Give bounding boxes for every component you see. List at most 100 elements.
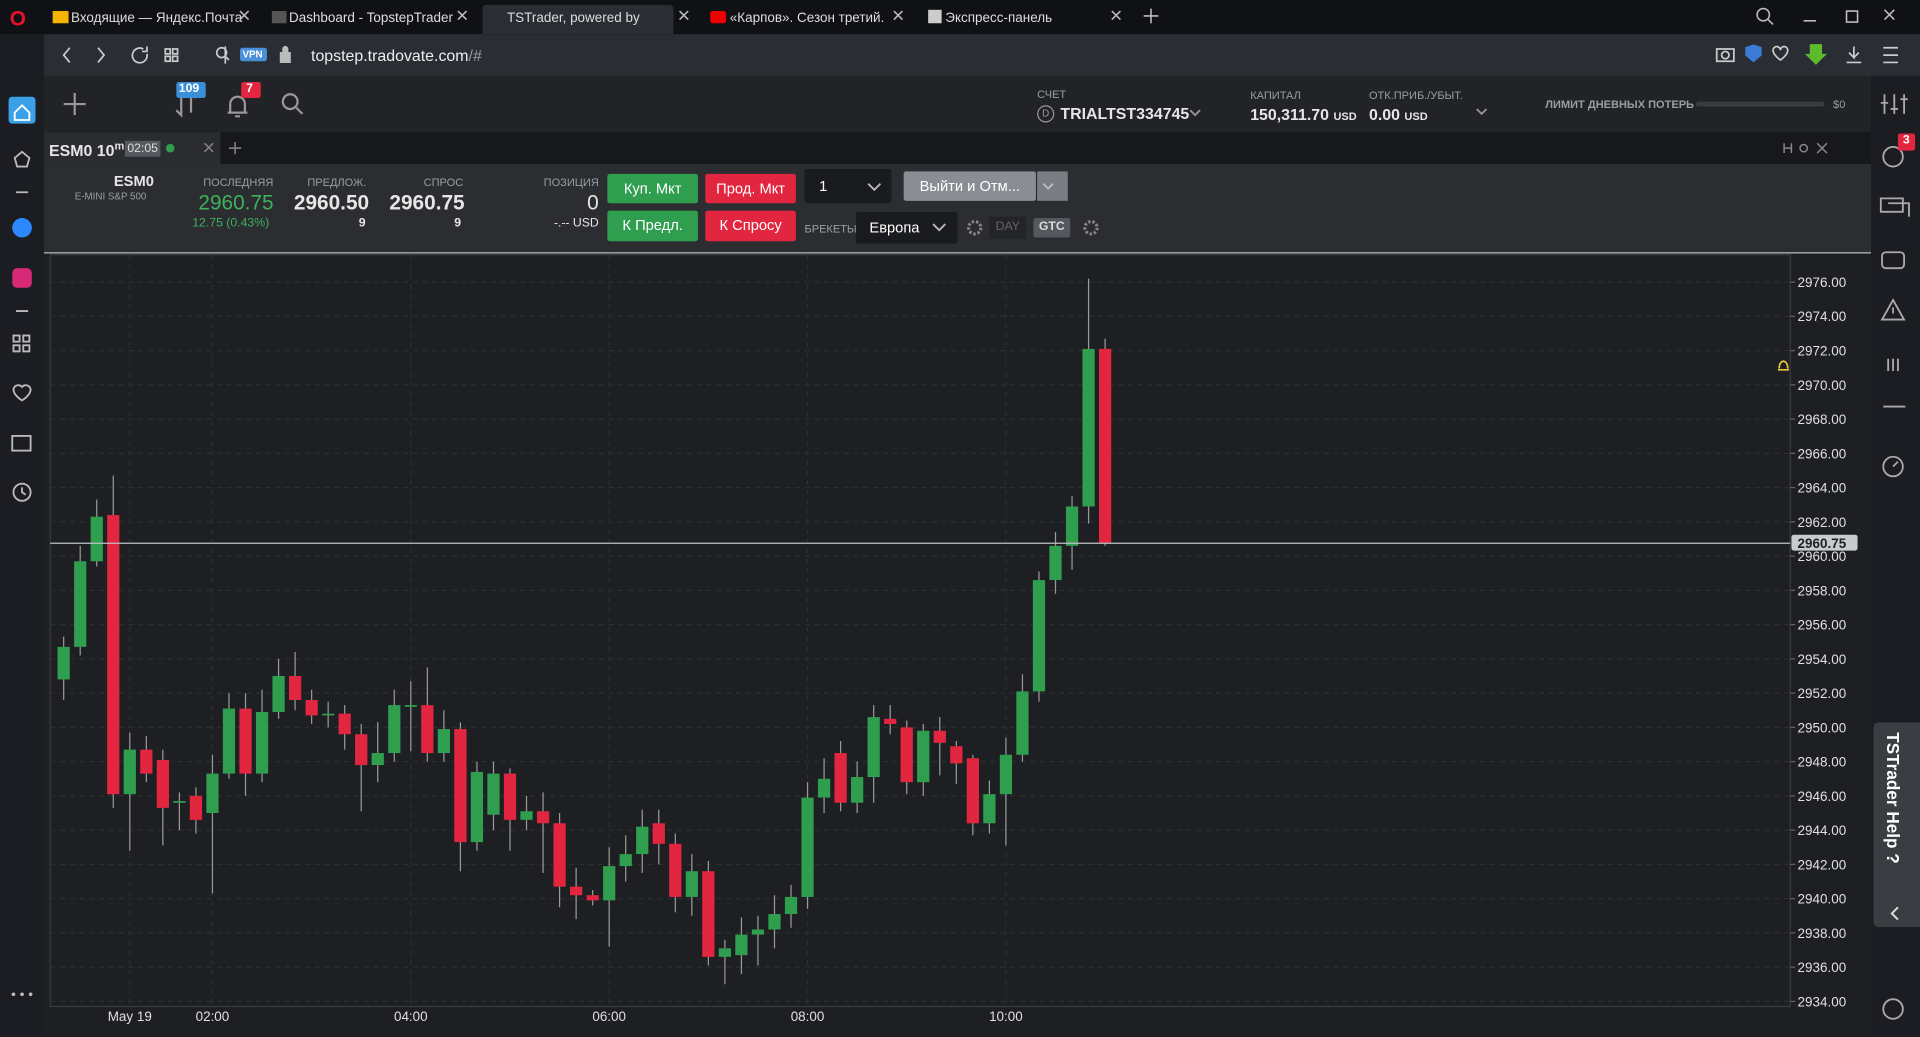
capital-currency: USD (1333, 110, 1357, 123)
candle-body (371, 753, 384, 766)
nav-icons (62, 44, 1898, 65)
candle-body (1032, 580, 1046, 692)
loss-limit-label: ЛИМИТ ДНЕВНЫХ ПОТЕРЬ (1545, 97, 1694, 111)
candle-body (702, 871, 715, 957)
y-tick-label: 2956.00 (1798, 618, 1847, 633)
address-bar (44, 34, 1920, 76)
y-tick-label: 2964.00 (1798, 481, 1847, 496)
candle-body (966, 758, 979, 824)
candle-body (1098, 348, 1112, 544)
y-tick-label: 2968.00 (1798, 412, 1847, 427)
loss-limit: $0 (1833, 97, 1846, 111)
account-icon: D (1037, 105, 1055, 123)
exit-cancel-menu[interactable] (1037, 171, 1068, 201)
chart-tab-time: 02:05 (124, 140, 161, 157)
y-tick-label: 2942.00 (1798, 857, 1847, 872)
transfers-badge[interactable]: 109 (178, 82, 200, 96)
candle-body (454, 729, 467, 843)
position-label: ПОЗИЦИЯ (543, 176, 599, 189)
candle-body (421, 705, 434, 754)
exit-cancel-button[interactable]: Выйти и Отм... (903, 171, 1036, 201)
toolbar-icons (63, 82, 304, 118)
last-price-box (1791, 534, 1858, 551)
candle-body (206, 773, 219, 814)
pnl-currency: USD (1404, 110, 1428, 123)
candle-body (1065, 506, 1079, 546)
join-ask-button[interactable]: К Спросу (705, 210, 796, 242)
pnl-value: 0.00 (1368, 105, 1400, 124)
candle-body (437, 729, 451, 754)
symbol-description: E-MINI S&P 500 (74, 191, 147, 203)
pnl: 0.00 USD (1369, 105, 1428, 123)
candle-body (470, 771, 484, 843)
candle-body (487, 773, 500, 815)
alerts-badge[interactable]: 7 (246, 82, 253, 96)
candle-body (735, 934, 748, 956)
candle-body (619, 854, 632, 867)
candle-body (652, 823, 665, 844)
candle-body (768, 914, 781, 930)
account[interactable]: TRIALTST334745 (1060, 104, 1190, 123)
y-tick-label: 2950.00 (1798, 720, 1847, 735)
y-tick-label: 2976.00 (1798, 275, 1847, 290)
y-tick-label: 2958.00 (1798, 583, 1847, 598)
candle-body (189, 795, 203, 820)
url[interactable]: topstep.tradovate.com/# (311, 47, 482, 65)
candle-body (636, 826, 649, 855)
capital-label: КАПИТАЛ (1250, 89, 1301, 102)
candle-body (834, 753, 847, 803)
sell-market-button[interactable]: Прод. Мкт (705, 173, 796, 204)
candle-body (1082, 348, 1095, 507)
candle-body (305, 699, 318, 716)
y-tick-label: 2948.00 (1798, 755, 1847, 770)
buy-market-button[interactable]: Куп. Мкт (607, 173, 698, 204)
y-tick-label: 2970.00 (1798, 378, 1847, 393)
app-toolbar (44, 75, 1872, 133)
account-label: СЧЕТ (1037, 88, 1067, 101)
candle-body (173, 801, 186, 803)
x-tick-label: 06:00 (592, 1009, 626, 1024)
bid: 2960.50 (293, 191, 370, 215)
candle-body (817, 778, 831, 798)
ask: 2960.75 (389, 191, 465, 215)
vpn-badge[interactable]: VPN (242, 48, 263, 61)
help-chevron[interactable] (1886, 904, 1906, 924)
pnl-label: ОТК.ПРИБ./УБЫТ. (1368, 89, 1463, 102)
x-tick-label: 04:00 (394, 1009, 428, 1024)
candle-body (503, 773, 517, 820)
alert-bell[interactable] (1777, 360, 1789, 371)
tab-active[interactable]: TSTrader, powered by Tradovate (482, 4, 674, 35)
y-tick-label: 2946.00 (1798, 789, 1847, 804)
candle-body (90, 516, 103, 562)
chart-tab-unit: m (114, 139, 125, 152)
candle-body (851, 777, 864, 803)
y-tick-label: 2954.00 (1798, 652, 1847, 667)
chart-tab-symbol: ESM0 10 (48, 141, 115, 160)
candle-body (603, 866, 616, 901)
candle-body (140, 749, 153, 774)
candle-body (669, 843, 682, 897)
symbol: ESM0 (113, 172, 154, 190)
help-tab[interactable] (1873, 722, 1920, 927)
tif-gtc[interactable]: GTC (1033, 217, 1071, 238)
opera-logo[interactable]: O (9, 7, 27, 31)
candle-body (751, 929, 765, 935)
candle-body (322, 713, 335, 716)
url-host: topstep.tradovate.com (311, 46, 469, 65)
module-tabs (44, 132, 1872, 165)
tab-icons (52, 7, 1895, 26)
change: 12.75 (0.43%) (192, 216, 270, 231)
y-tick-label: 2952.00 (1798, 686, 1847, 701)
tif-day[interactable]: DAY (989, 216, 1027, 239)
position: 0 (587, 191, 599, 215)
plot-frame (49, 254, 1791, 1008)
join-bid-button[interactable]: К Предл. (607, 210, 698, 242)
url-path: /# (468, 46, 482, 65)
y-tick-label: 2944.00 (1798, 823, 1847, 838)
capital-value: 150,311.70 (1250, 105, 1330, 124)
candle-body (355, 734, 368, 766)
help-tab-label[interactable]: TSTrader Help ? (1883, 732, 1903, 864)
bid-label: ПРЕДЛОЖ. (307, 176, 367, 189)
